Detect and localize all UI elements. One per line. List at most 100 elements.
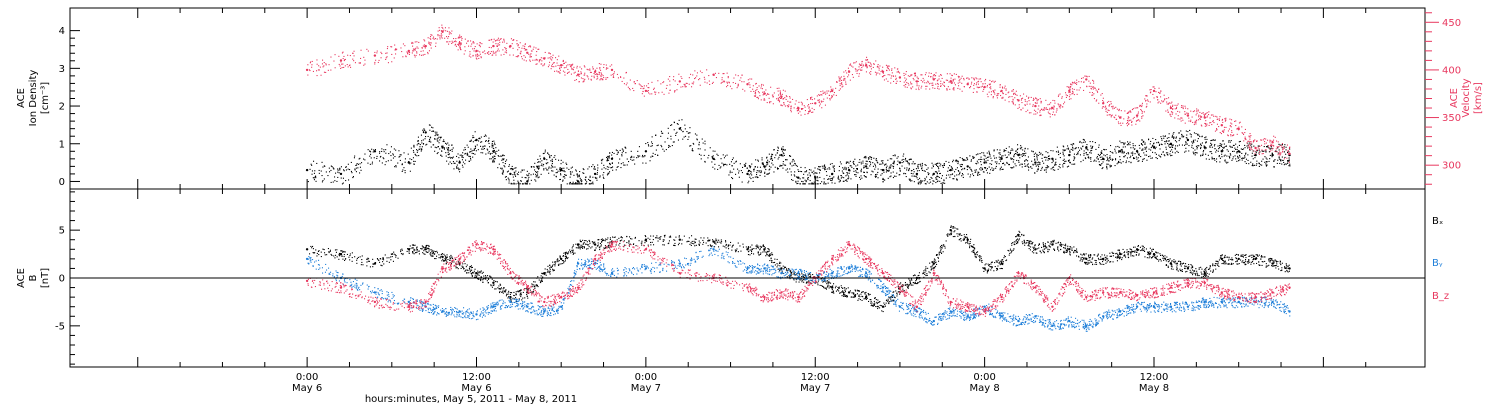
scatter-texture-dot [695, 77, 697, 79]
scatter-texture-dot [1225, 117, 1227, 119]
scatter-texture-dot [1208, 111, 1210, 113]
scatter-texture-dot [488, 53, 490, 55]
scatter-texture-dot [601, 168, 603, 170]
scatter-texture-dot [428, 41, 430, 43]
scatter-texture-dot [681, 77, 683, 79]
scatter-texture-dot [903, 85, 905, 87]
scatter-texture-dot [503, 165, 505, 167]
scatter-texture-dot [567, 72, 569, 74]
scatter-texture-dot [551, 170, 553, 172]
scatter-texture-dot [472, 135, 474, 137]
scatter-texture-dot [1143, 140, 1145, 142]
scatter-texture-dot [1239, 156, 1241, 158]
scatter-texture-dot [802, 181, 804, 183]
scatter-texture-dot [931, 162, 933, 164]
scatter-texture-dot [397, 162, 399, 164]
scatter-texture-dot [726, 72, 728, 74]
scatter-texture-dot [793, 164, 795, 166]
scatter-texture-dot [818, 166, 820, 168]
scatter-texture-dot [595, 70, 597, 72]
scatter-texture-dot [1195, 110, 1197, 112]
scatter-texture-dot [940, 85, 942, 87]
scatter-texture-dot [1218, 119, 1220, 121]
scatter-texture-dot [582, 172, 584, 174]
scatter-texture-dot [517, 174, 519, 176]
scatter-texture-dot [498, 149, 500, 151]
scatter-texture-dot [1063, 103, 1065, 105]
scatter-texture-dot [1200, 146, 1202, 148]
scatter-texture-dot [845, 167, 847, 169]
scatter-texture-dot [353, 60, 355, 62]
scatter-texture-dot [601, 78, 603, 80]
scatter-texture-dot [750, 173, 752, 175]
scatter-texture-dot [981, 85, 983, 87]
scatter-texture-dot [1065, 96, 1067, 98]
scatter-texture-dot [345, 180, 347, 182]
scatter-texture-dot [1051, 162, 1053, 164]
scatter-texture-dot [636, 80, 638, 82]
scatter-texture-dot [782, 146, 784, 148]
scatter-texture-dot [549, 57, 551, 59]
scatter-texture-dot [537, 161, 539, 163]
scatter-texture-dot [1001, 97, 1003, 99]
scatter-texture-dot [1165, 148, 1167, 150]
scatter-texture-dot [547, 152, 549, 154]
scatter-texture-dot [1199, 111, 1201, 113]
scatter-texture-dot [1273, 145, 1275, 147]
scatter-texture-dot [1237, 157, 1239, 159]
scatter-texture-dot [621, 155, 623, 157]
scatter-texture-dot [1206, 138, 1208, 140]
scatter-texture-dot [687, 132, 689, 134]
scatter-texture-dot [508, 180, 510, 182]
scatter-texture-dot [416, 51, 418, 53]
scatter-texture-dot [1224, 118, 1226, 120]
scatter-texture-dot [867, 61, 869, 63]
data-point [1271, 153, 1274, 157]
scatter-texture-dot [1069, 162, 1071, 164]
scatter-texture-dot [467, 40, 469, 42]
scatter-texture-dot [1055, 161, 1057, 163]
data-point [1169, 106, 1173, 110]
scatter-texture-dot [1238, 126, 1240, 128]
scatter-texture-dot [1164, 99, 1166, 101]
scatter-texture-dot [360, 57, 362, 59]
scatter-texture-dot [951, 82, 953, 84]
scatter-texture-dot [471, 43, 473, 45]
scatter-texture-dot [870, 163, 872, 165]
scatter-texture-dot [544, 63, 546, 65]
scatter-texture-dot [520, 180, 522, 182]
scatter-texture-dot [411, 159, 413, 161]
scatter-texture-dot [986, 84, 988, 86]
scatter-texture-dot [1177, 151, 1179, 153]
scatter-texture-dot [1236, 148, 1238, 150]
scatter-texture-dot [999, 158, 1001, 160]
scatter-texture-dot [1138, 154, 1140, 156]
scatter-texture-dot [380, 57, 382, 59]
scatter-texture-dot [830, 179, 832, 181]
scatter-texture-dot [1221, 130, 1223, 132]
scatter-texture-dot [1184, 122, 1186, 124]
scatter-texture-dot [413, 160, 415, 162]
scatter-texture-dot [867, 157, 869, 159]
scatter-texture-dot [936, 163, 938, 165]
scatter-texture-dot [637, 150, 639, 152]
scatter-texture-dot [1061, 106, 1063, 108]
scatter-texture-dot [573, 72, 575, 74]
scatter-texture-dot [1012, 101, 1014, 103]
scatter-texture-dot [1285, 146, 1287, 148]
scatter-texture-dot [984, 85, 986, 87]
scatter-texture-dot [845, 81, 847, 83]
scatter-texture-dot [872, 66, 874, 68]
scatter-texture-dot [1232, 150, 1234, 152]
scatter-texture-dot [1167, 109, 1169, 111]
scatter-texture-dot [1086, 86, 1088, 88]
scatter-texture-dot [1052, 111, 1054, 113]
scatter-texture-dot [833, 170, 835, 172]
scatter-texture-dot [688, 83, 690, 85]
scatter-texture-dot [375, 59, 377, 61]
scatter-texture-dot [971, 170, 973, 172]
scatter-texture-dot [464, 147, 466, 149]
scatter-texture-dot [566, 65, 568, 67]
scatter-texture-dot [1042, 109, 1044, 111]
scatter-texture-dot [474, 153, 476, 155]
